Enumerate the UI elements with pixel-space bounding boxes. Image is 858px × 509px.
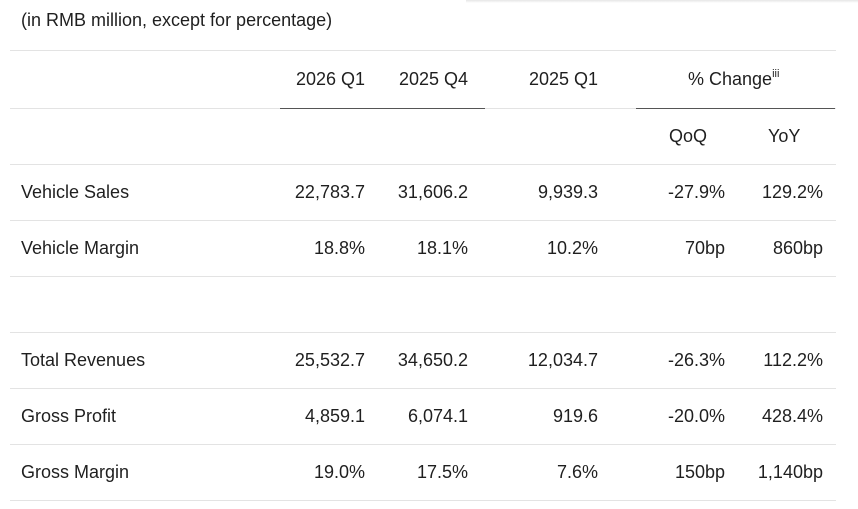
cell-2026-q1: 25,532.7	[294, 350, 365, 370]
cell-2025-q1: 10.2%	[546, 238, 598, 258]
rule	[10, 332, 836, 333]
rule	[10, 388, 836, 389]
cell-yoy: 428.4%	[761, 406, 823, 426]
cell-2025-q4: 17.5%	[416, 462, 468, 482]
cell-2025-q1: 7.6%	[556, 462, 598, 482]
cell-yoy: 112.2%	[763, 350, 823, 370]
footnote-marker: iii	[772, 68, 780, 80]
rule	[10, 500, 836, 501]
table-caption: (in RMB million, except for percentage)	[21, 10, 333, 30]
rule	[10, 164, 836, 165]
cell-2026-q1: 19.0%	[313, 462, 365, 482]
row-label: Gross Margin	[21, 462, 130, 482]
change-label: % Change	[688, 69, 773, 89]
row-label: Gross Profit	[21, 406, 117, 426]
cell-qoq: 70bp	[684, 238, 725, 258]
cell-2025-q4: 6,074.1	[407, 406, 468, 426]
row-label: Vehicle Margin	[21, 238, 140, 258]
rule	[10, 50, 836, 51]
cell-qoq: 150bp	[674, 462, 725, 482]
cell-qoq: -26.3%	[667, 350, 725, 370]
rule	[10, 220, 836, 221]
cell-2025-q1: 919.6	[552, 406, 598, 426]
row-label: Vehicle Sales	[21, 182, 130, 202]
cell-yoy: 1,140bp	[757, 462, 823, 482]
rule-header-change	[636, 108, 835, 109]
col-header-change: % Changeiii	[688, 68, 779, 90]
cell-yoy: 129.2%	[761, 182, 823, 202]
col-header-yoy: YoY	[768, 126, 801, 146]
cell-2026-q1: 22,783.7	[294, 182, 365, 202]
cell-2025-q4: 34,650.2	[397, 350, 468, 370]
cell-qoq: -20.0%	[667, 406, 725, 426]
cell-qoq: -27.9%	[667, 182, 725, 202]
row-label: Total Revenues	[21, 350, 146, 370]
rule	[10, 276, 836, 277]
rule	[10, 444, 836, 445]
rule-header-period	[280, 108, 485, 109]
cell-2025-q4: 18.1%	[416, 238, 468, 258]
top-shadow	[466, 0, 858, 3]
cell-2026-q1: 4,859.1	[304, 406, 365, 426]
cell-2025-q1: 12,034.7	[527, 350, 598, 370]
col-header-2025-q4: 2025 Q4	[398, 69, 468, 89]
cell-2025-q1: 9,939.3	[537, 182, 598, 202]
cell-2025-q4: 31,606.2	[397, 182, 468, 202]
cell-2026-q1: 18.8%	[313, 238, 365, 258]
col-header-2025-q1: 2025 Q1	[528, 69, 598, 89]
cell-yoy: 860bp	[772, 238, 823, 258]
col-header-qoq: QoQ	[669, 126, 708, 146]
col-header-2026-q1: 2026 Q1	[295, 69, 365, 89]
